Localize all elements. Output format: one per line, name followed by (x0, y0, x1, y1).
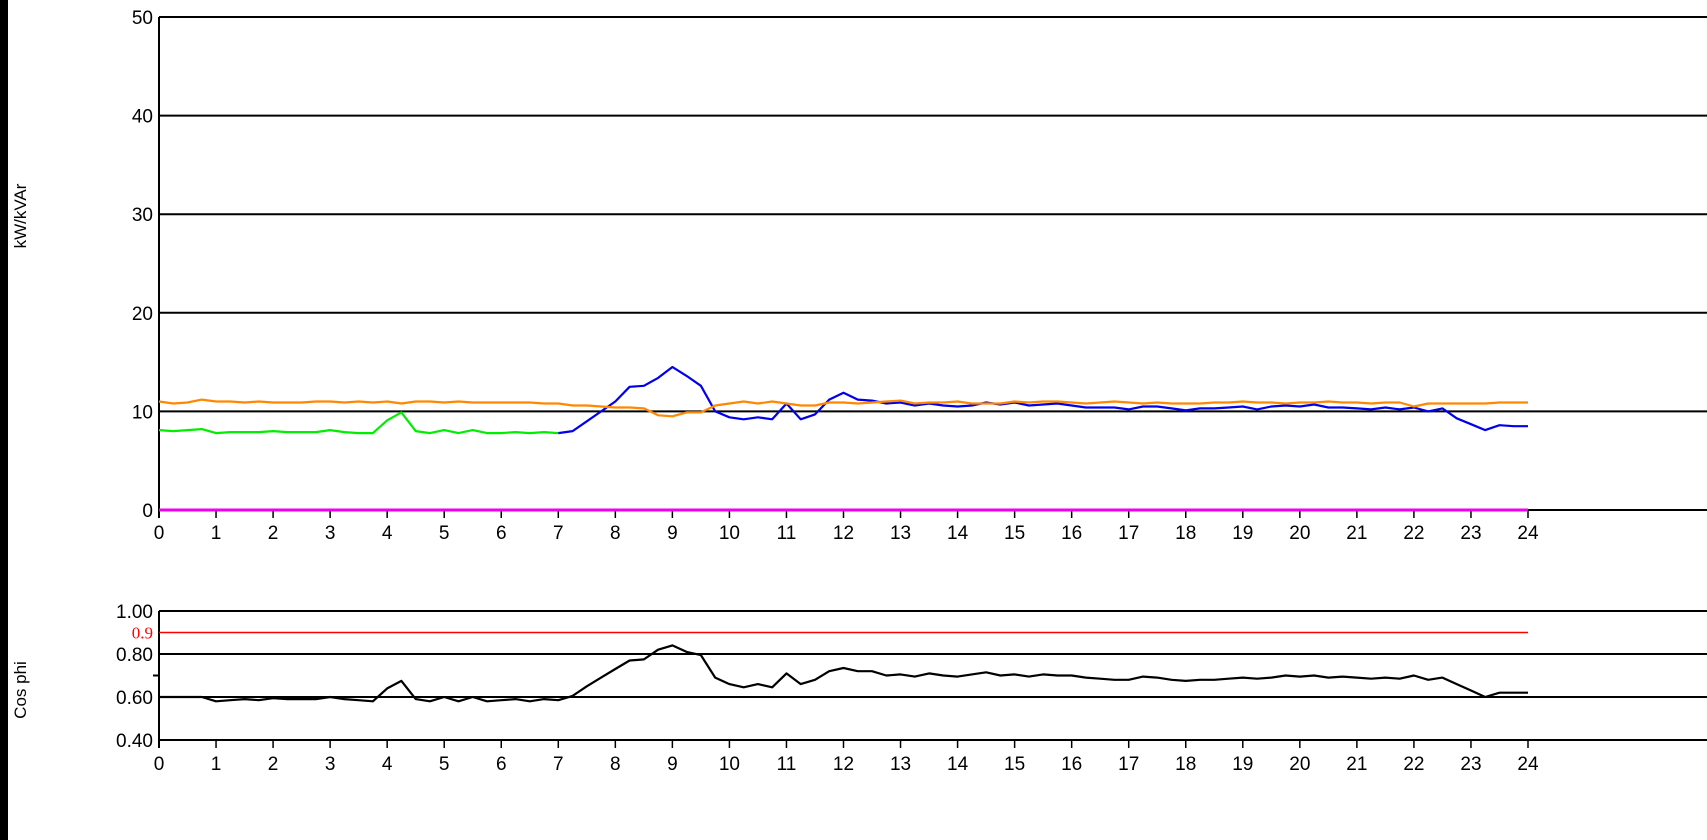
y-tick-label: 0.40 (116, 731, 153, 752)
x-tick-label: 13 (890, 523, 911, 544)
y-tick-label: 0 (142, 501, 153, 522)
x-tick-label: 24 (1517, 754, 1539, 775)
x-tick-label: 19 (1232, 754, 1253, 775)
x-tick-label: 18 (1175, 754, 1196, 775)
x-tick-label: 24 (1517, 523, 1539, 544)
x-tick-label: 22 (1403, 523, 1424, 544)
x-tick-label: 17 (1118, 754, 1139, 775)
x-tick-label: 15 (1004, 523, 1025, 544)
x-tick-label: 12 (833, 754, 854, 775)
x-tick-label: 17 (1118, 523, 1139, 544)
x-tick-label: 11 (777, 523, 797, 544)
x-tick-label: 2 (268, 754, 279, 775)
x-tick-label: 14 (947, 523, 969, 544)
x-tick-label: 22 (1403, 754, 1424, 775)
x-tick-label: 12 (833, 523, 854, 544)
x-tick-label: 13 (890, 754, 911, 775)
y-tick-label: 50 (132, 8, 153, 29)
x-tick-label: 11 (777, 754, 797, 775)
x-tick-label: 7 (553, 523, 564, 544)
x-tick-label: 10 (719, 523, 740, 544)
x-tick-label: 19 (1232, 523, 1253, 544)
y-tick-label: 0.80 (116, 645, 153, 666)
x-tick-label: 16 (1061, 754, 1082, 775)
y-axis-title: Cos phi (11, 661, 30, 719)
x-tick-label: 1 (211, 754, 222, 775)
x-tick-label: 8 (610, 754, 621, 775)
x-tick-label: 20 (1289, 523, 1310, 544)
y-tick-label: 40 (132, 107, 153, 128)
x-tick-label: 6 (496, 523, 507, 544)
x-tick-label: 18 (1175, 523, 1196, 544)
x-tick-label: 2 (268, 523, 279, 544)
x-tick-label: 21 (1346, 523, 1367, 544)
x-tick-label: 7 (553, 754, 564, 775)
x-tick-label: 0 (154, 754, 165, 775)
x-tick-label: 23 (1460, 523, 1481, 544)
x-tick-label: 8 (610, 523, 621, 544)
y-tick-label: 30 (132, 205, 153, 226)
y-tick-label: 0.60 (116, 688, 153, 709)
x-tick-label: 6 (496, 754, 507, 775)
series-line-2 (158, 398, 1528, 418)
series-line-0 (159, 644, 1528, 703)
x-tick-label: 14 (947, 754, 969, 775)
x-tick-label: 5 (439, 754, 450, 775)
x-tick-label: 3 (325, 754, 336, 775)
x-tick-label: 16 (1061, 523, 1082, 544)
x-tick-label: 9 (667, 754, 678, 775)
x-tick-label: 9 (667, 523, 678, 544)
x-tick-label: 4 (382, 754, 393, 775)
y-tick-label: 20 (132, 304, 153, 325)
y-tick-label: 10 (132, 402, 153, 423)
x-tick-label: 3 (325, 523, 336, 544)
x-tick-label: 20 (1289, 754, 1310, 775)
reference-line-label: 0.9 (132, 624, 153, 643)
series-line-0 (158, 411, 559, 435)
x-tick-label: 0 (154, 523, 165, 544)
x-tick-label: 15 (1004, 754, 1025, 775)
cosphi-chart-panel: 0.400.600.801.000 1 2 3 4 5 6 7 8 9 10 11 12 13 14 15 16… (11, 602, 1707, 775)
x-tick-label: 5 (439, 523, 450, 544)
x-tick-label: 10 (719, 754, 740, 775)
y-axis-title: kW/kVAr (11, 183, 30, 248)
x-tick-label: 1 (211, 523, 222, 544)
x-tick-label: 23 (1460, 754, 1481, 775)
x-tick-label: 4 (382, 523, 393, 544)
left-edge-bar (0, 0, 8, 840)
x-tick-label: 21 (1346, 754, 1367, 775)
series-line-1 (558, 365, 1528, 435)
y-tick-label: 1.00 (116, 602, 153, 623)
